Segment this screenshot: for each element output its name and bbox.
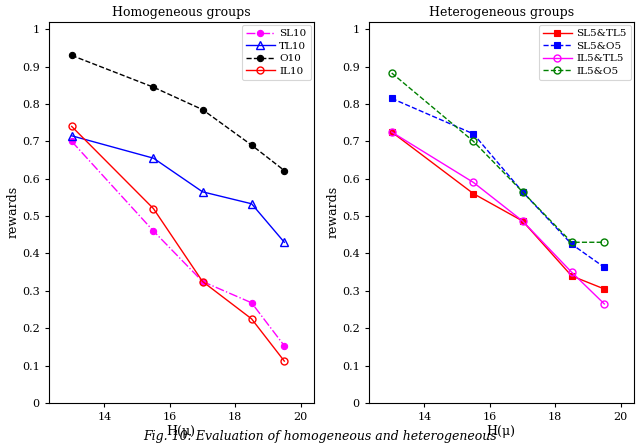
SL5&TL5	[518, 218, 526, 224]
IL10	[150, 206, 157, 211]
IL5&TL5	[518, 218, 526, 224]
Line: O10: O10	[68, 52, 287, 174]
SL10	[68, 139, 76, 144]
SL10	[198, 279, 206, 284]
SL10	[150, 228, 157, 234]
IL5&TL5	[568, 270, 575, 275]
SL5&TL5	[388, 129, 396, 135]
TL10	[150, 155, 157, 161]
Line: IL5&O5: IL5&O5	[388, 70, 608, 246]
SL5&O5	[388, 96, 396, 101]
IL10	[198, 279, 206, 284]
Y-axis label: rewards: rewards	[326, 186, 339, 238]
O10	[68, 53, 76, 58]
IL5&TL5	[470, 180, 477, 185]
Y-axis label: rewards: rewards	[6, 186, 19, 238]
IL5&O5	[600, 240, 608, 245]
SL10	[248, 300, 255, 305]
Legend: SL5&TL5, SL5&O5, IL5&TL5, IL5&O5: SL5&TL5, SL5&O5, IL5&TL5, IL5&O5	[539, 25, 630, 80]
IL5&O5	[388, 70, 396, 75]
IL5&TL5	[388, 129, 396, 135]
TL10	[248, 201, 255, 206]
IL10	[248, 316, 255, 321]
SL5&O5	[470, 131, 477, 137]
X-axis label: H(μ): H(μ)	[487, 425, 516, 438]
Line: IL10: IL10	[68, 123, 288, 365]
Line: IL5&TL5: IL5&TL5	[388, 129, 608, 307]
SL5&TL5	[568, 273, 575, 278]
O10	[150, 84, 157, 90]
SL5&TL5	[470, 191, 477, 196]
Line: SL5&TL5: SL5&TL5	[388, 129, 607, 292]
Line: SL5&O5: SL5&O5	[388, 95, 607, 270]
IL5&O5	[568, 240, 575, 245]
Text: Fig. 10: Evaluation of homogeneous and heterogeneous: Fig. 10: Evaluation of homogeneous and h…	[143, 429, 497, 443]
O10	[280, 168, 288, 173]
TL10	[68, 133, 76, 139]
TL10	[280, 240, 288, 245]
IL5&TL5	[600, 301, 608, 307]
O10	[248, 143, 255, 148]
SL5&O5	[568, 242, 575, 247]
Title: Homogeneous groups: Homogeneous groups	[112, 6, 251, 19]
IL10	[68, 124, 76, 129]
IL5&O5	[470, 139, 477, 144]
Line: SL10: SL10	[68, 138, 287, 349]
IL5&O5	[518, 189, 526, 194]
SL5&TL5	[600, 286, 608, 292]
TL10	[198, 189, 206, 194]
SL10	[280, 343, 288, 349]
SL5&O5	[600, 265, 608, 270]
Line: TL10: TL10	[68, 132, 288, 246]
O10	[198, 107, 206, 112]
Title: Heterogeneous groups: Heterogeneous groups	[429, 6, 574, 19]
X-axis label: H(μ): H(μ)	[167, 425, 196, 438]
Legend: SL10, TL10, O10, IL10: SL10, TL10, O10, IL10	[242, 25, 310, 80]
IL10	[280, 358, 288, 364]
SL5&O5	[518, 189, 526, 194]
